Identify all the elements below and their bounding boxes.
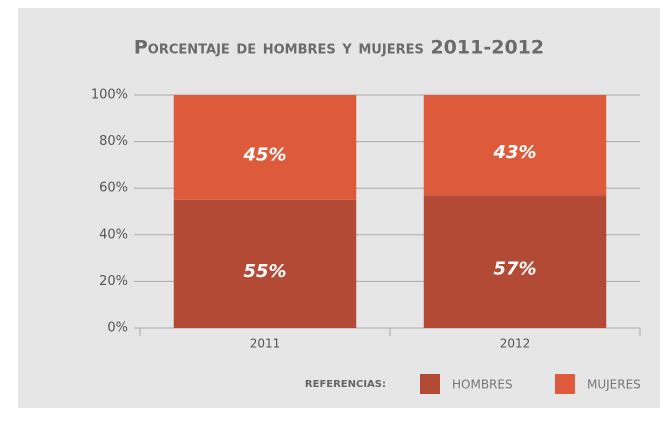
legend-swatch [420,374,440,394]
y-tick-label: 80% [99,134,128,149]
bar-segment [423,195,607,328]
y-tick-label: 60% [99,181,128,196]
x-tick-label: 2011 [250,337,281,351]
data-label: 55% [243,261,286,282]
x-tick-label: 2012 [500,337,531,351]
legend-label: MUJERES [587,378,641,392]
data-label: 45% [242,144,286,165]
bar-segment [423,95,607,196]
bar-segment [173,199,357,328]
y-tick-label: 20% [99,274,128,289]
legend-swatch [555,374,575,394]
y-tick-label: 0% [107,321,128,336]
data-label: 57% [493,259,536,280]
chart-title: Porcentaje de hombres y mujeres 2011-201… [134,37,544,59]
y-tick-label: 100% [91,88,128,103]
legend-title: REFERENCIAS: [305,379,386,390]
y-tick-label: 40% [99,227,128,242]
bar-segment [173,95,357,200]
legend-label: HOMBRES [452,378,513,392]
data-label: 43% [492,142,536,163]
